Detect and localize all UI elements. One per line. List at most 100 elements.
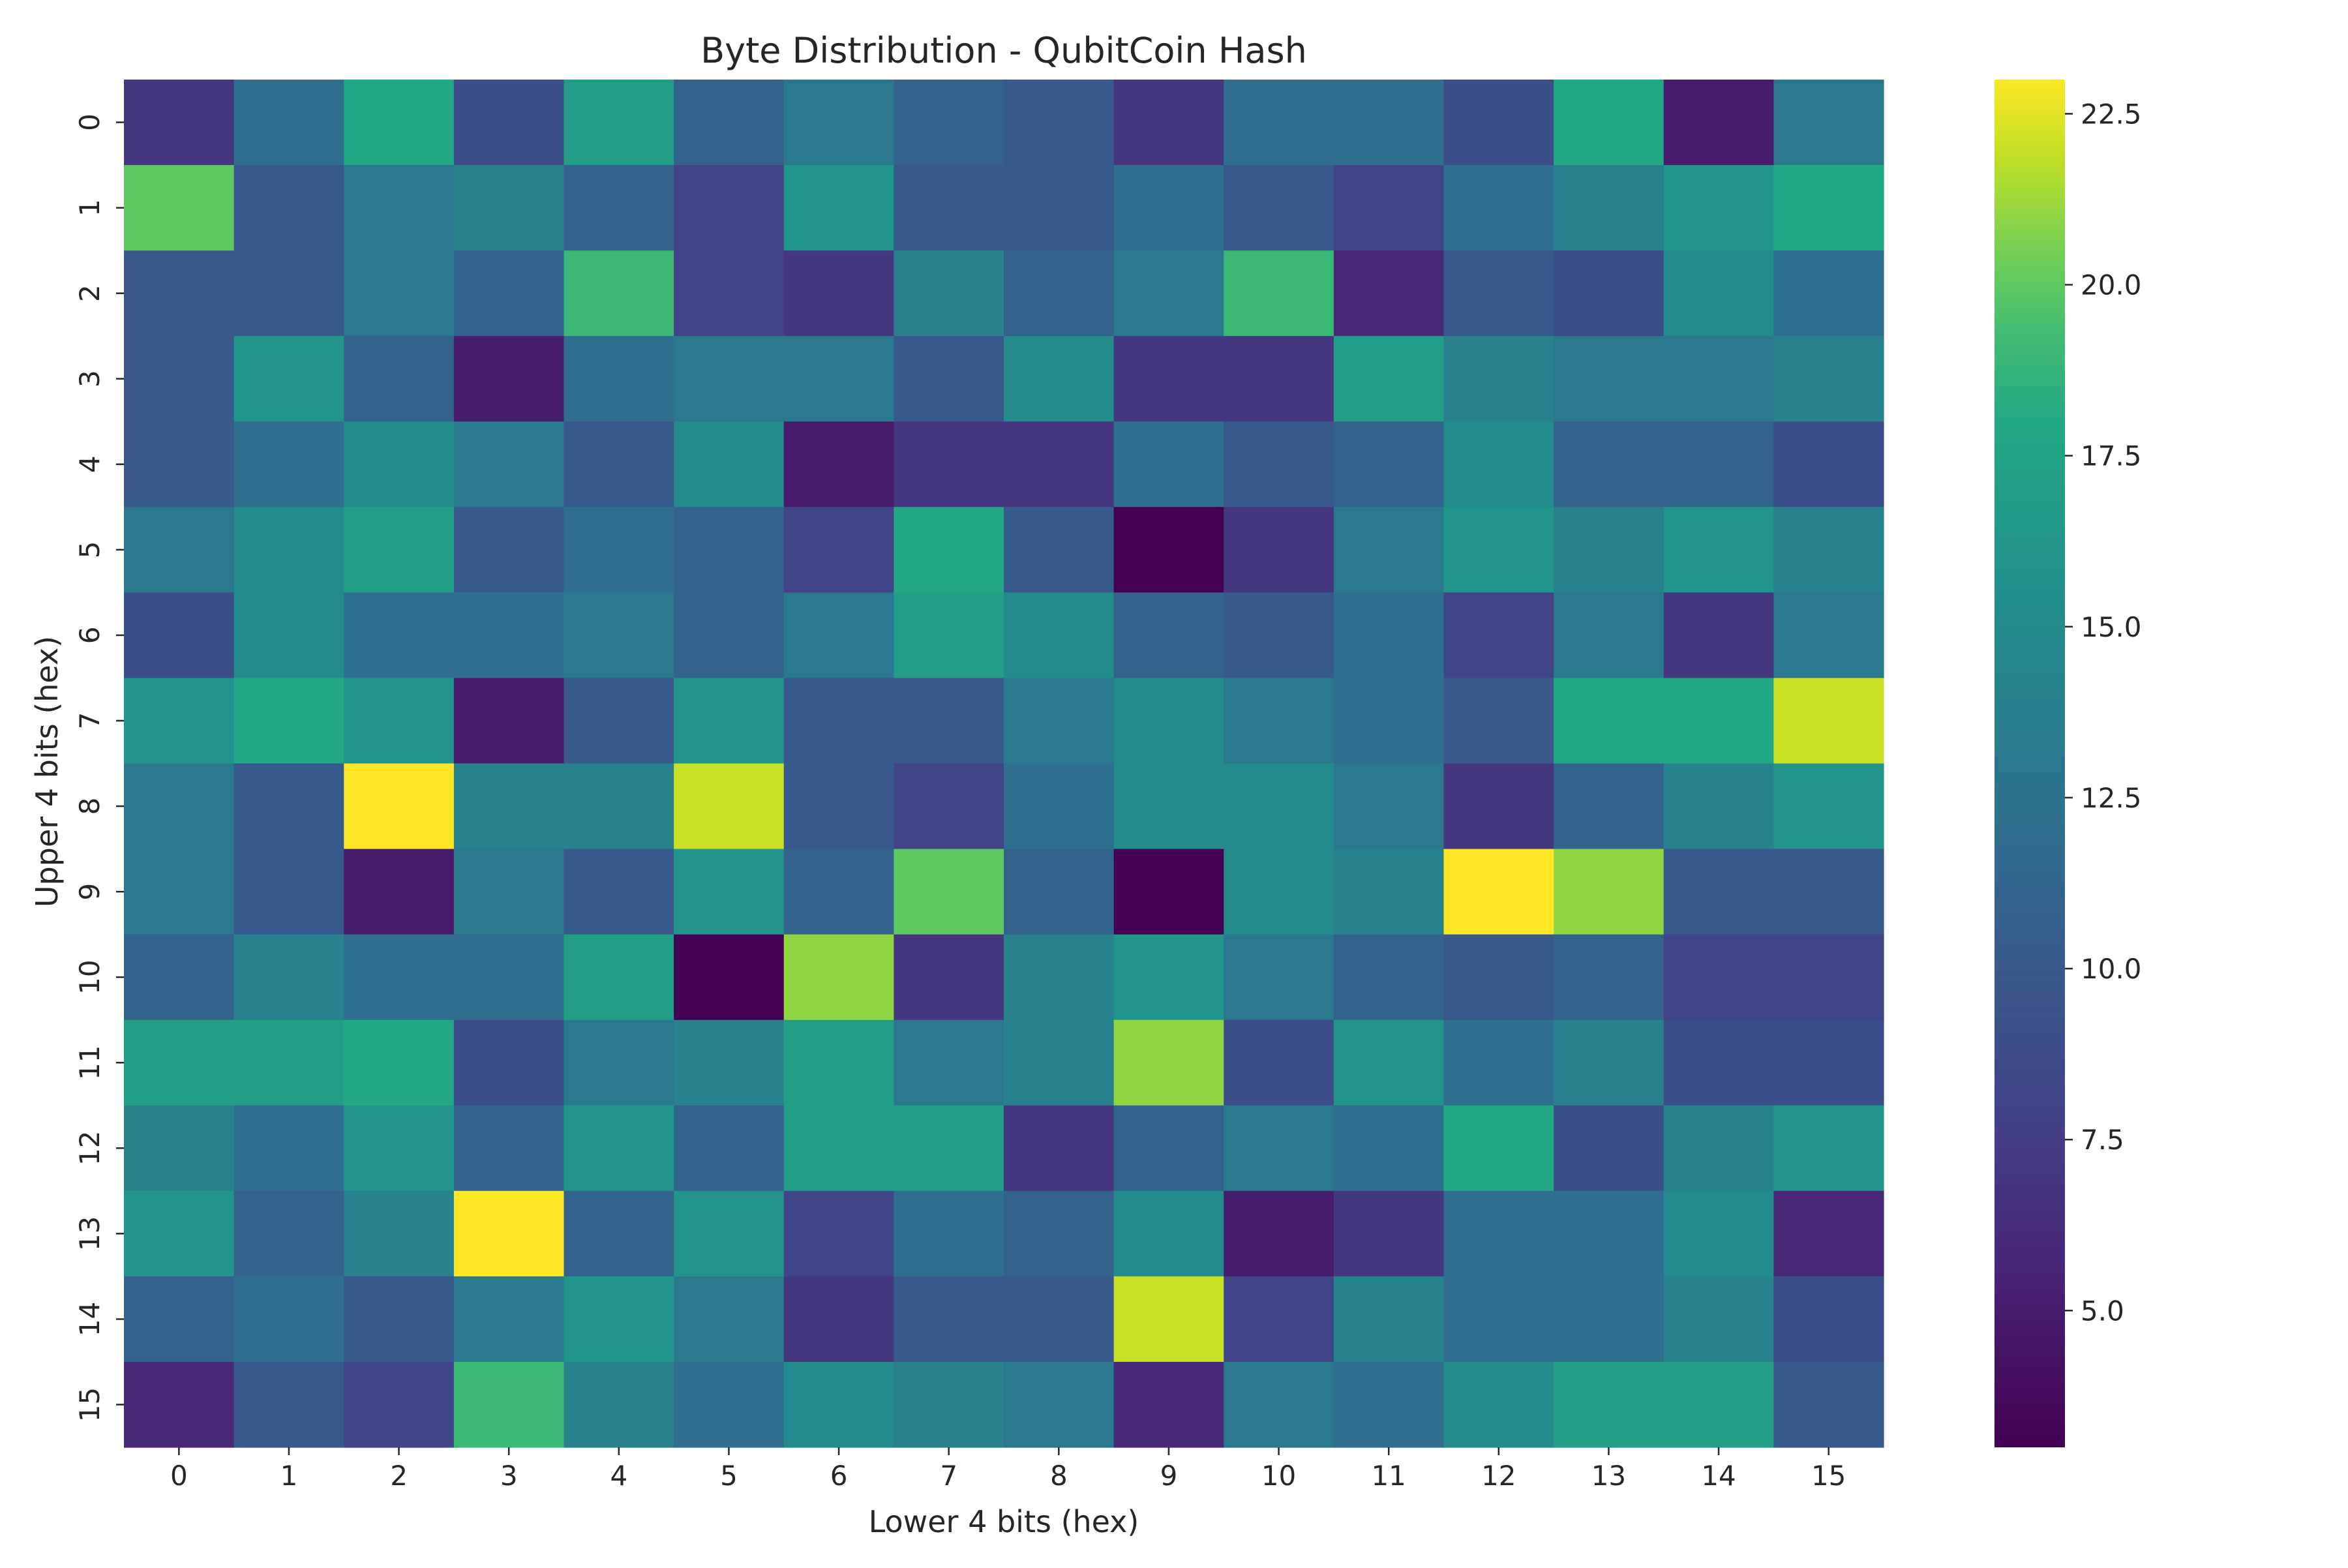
heatmap-cell: [1663, 1105, 1774, 1192]
heatmap-cell: [1663, 849, 1774, 935]
y-tick-label: 6: [74, 627, 106, 644]
heatmap-cell: [1554, 250, 1664, 337]
heatmap-cell: [1224, 1105, 1334, 1192]
heatmap-cell: [783, 592, 894, 679]
heatmap-cell: [124, 849, 235, 935]
heatmap-cell: [1773, 1105, 1884, 1192]
heatmap-cell: [1004, 1361, 1115, 1448]
heatmap-cell: [783, 849, 894, 935]
heatmap-cell: [783, 507, 894, 593]
heatmap-cell: [1333, 80, 1445, 166]
heatmap-cell: [1443, 1276, 1554, 1363]
heatmap-cell: [783, 763, 894, 850]
heatmap-cell: [1773, 80, 1884, 166]
heatmap-cell: [1443, 678, 1554, 764]
heatmap-cell: [1004, 336, 1115, 422]
heatmap-cells: [124, 80, 1884, 1448]
heatmap-cell: [1333, 336, 1445, 422]
heatmap-cell: [1113, 421, 1224, 507]
heatmap-cell: [783, 80, 894, 166]
heatmap-cell: [1224, 507, 1334, 593]
heatmap-cell: [674, 80, 785, 166]
heatmap-cell: [1773, 336, 1884, 422]
x-tick-label: 4: [610, 1460, 627, 1492]
heatmap-cell: [1224, 1276, 1334, 1363]
heatmap-cell: [1773, 165, 1884, 251]
heatmap-cell: [1554, 165, 1664, 251]
heatmap-cell: [564, 80, 674, 166]
heatmap-cell: [783, 1190, 894, 1277]
heatmap-cell: [894, 421, 1004, 507]
heatmap-cell: [894, 934, 1004, 1021]
heatmap-cell: [894, 1019, 1004, 1106]
heatmap-cell: [894, 165, 1004, 251]
heatmap-cell: [1224, 592, 1334, 679]
heatmap-cell: [674, 1361, 785, 1448]
heatmap-cell: [1443, 849, 1554, 935]
heatmap-cell: [233, 1361, 344, 1448]
heatmap-cell: [1333, 934, 1445, 1021]
heatmap-cell: [564, 1105, 674, 1192]
x-tick-label: 0: [170, 1460, 188, 1492]
y-tick-label: 8: [74, 798, 106, 815]
heatmap-cell: [674, 1276, 785, 1363]
heatmap-cell: [1113, 678, 1224, 764]
heatmap-cell: [783, 1276, 894, 1363]
x-tick-label: 6: [830, 1460, 848, 1492]
heatmap-cell: [1663, 336, 1774, 422]
y-tick-label: 9: [74, 883, 106, 901]
heatmap-cell: [564, 507, 674, 593]
heatmap-cell: [783, 934, 894, 1021]
heatmap-cell: [1663, 592, 1774, 679]
heatmap-cell: [674, 934, 785, 1021]
heatmap-cell: [564, 1019, 674, 1106]
heatmap-cell: [1554, 507, 1664, 593]
heatmap-cell: [1113, 1105, 1224, 1192]
heatmap-cell: [1554, 80, 1664, 166]
chart-title: Byte Distribution - QubitCoin Hash: [700, 30, 1307, 71]
heatmap-cell: [564, 336, 674, 422]
heatmap-cell: [1663, 763, 1774, 850]
heatmap-cell: [1004, 763, 1115, 850]
heatmap-cell: [894, 507, 1004, 593]
heatmap-cell: [1443, 763, 1554, 850]
heatmap-cell: [233, 678, 344, 764]
heatmap-cell: [1773, 507, 1884, 593]
heatmap-cell: [1333, 165, 1445, 251]
heatmap-cell: [1773, 1019, 1884, 1106]
y-tick-label: 12: [74, 1131, 106, 1166]
heatmap-cell: [564, 250, 674, 337]
heatmap-cell: [453, 1105, 565, 1192]
heatmap-cell: [674, 165, 785, 251]
heatmap-cell: [894, 1361, 1004, 1448]
heatmap-cell: [1443, 336, 1554, 422]
heatmap-cell: [674, 763, 785, 850]
heatmap-cell: [453, 336, 565, 422]
heatmap-cell: [1113, 250, 1224, 337]
heatmap-cell: [1443, 507, 1554, 593]
heatmap-cell: [1773, 421, 1884, 507]
heatmap-cell: [233, 421, 344, 507]
heatmap-cell: [1663, 1276, 1774, 1363]
heatmap-cell: [783, 1361, 894, 1448]
y-axis-label: Upper 4 bits (hex): [29, 636, 65, 907]
heatmap-cell: [233, 507, 344, 593]
x-axis-label: Lower 4 bits (hex): [869, 1504, 1139, 1539]
x-tick-label: 10: [1261, 1460, 1296, 1492]
heatmap-cell: [1004, 934, 1115, 1021]
heatmap-cell: [1443, 1105, 1554, 1192]
heatmap-cell: [344, 165, 455, 251]
heatmap-cell: [564, 1361, 674, 1448]
x-tick-label: 3: [500, 1460, 518, 1492]
heatmap-cell: [1004, 507, 1115, 593]
heatmap-cell: [453, 849, 565, 935]
y-tick-label: 13: [74, 1216, 106, 1251]
heatmap-cell: [344, 1019, 455, 1106]
colorbar-tick-label: 17.5: [2081, 440, 2142, 472]
heatmap-cell: [344, 1276, 455, 1363]
x-tick-label: 12: [1481, 1460, 1516, 1492]
y-tick-label: 5: [74, 541, 106, 558]
